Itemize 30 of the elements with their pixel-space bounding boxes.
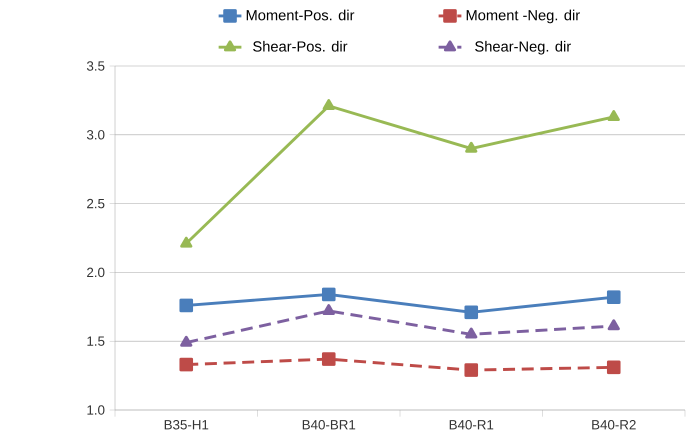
point [322,288,336,302]
y-tick-label: 1.5 [87,336,104,346]
x-tick-label: B40-R1 [450,420,494,430]
point [464,306,478,320]
point [608,110,620,122]
point [465,328,478,338]
y-tick-label: 3.0 [86,130,104,140]
point [179,358,194,372]
point [606,290,621,304]
point [180,336,192,347]
point [608,319,620,330]
y-tick-label: 2.5 [87,198,104,208]
point [322,304,335,316]
point [322,99,335,110]
y-tick-label: 3.5 [86,61,104,71]
legend-label: Moment -Neg. dir [466,10,580,24]
point [464,363,478,377]
y-tick-label: 2.0 [87,268,104,278]
point [180,236,192,248]
legend-label: Moment-Pos. dir [246,10,354,20]
legend-label: Shear-Pos. dir [253,40,348,52]
point [322,352,336,366]
legend-label: Shear-Neg. dir [475,40,571,55]
x-tick-label: B40-BR1 [302,420,356,430]
point [465,142,478,153]
y-tick-label: 1.0 [87,405,104,415]
point [179,298,194,312]
point [606,360,621,374]
x-tick-label: B35-H1 [164,420,208,430]
x-tick-label: B40-R2 [592,420,636,430]
